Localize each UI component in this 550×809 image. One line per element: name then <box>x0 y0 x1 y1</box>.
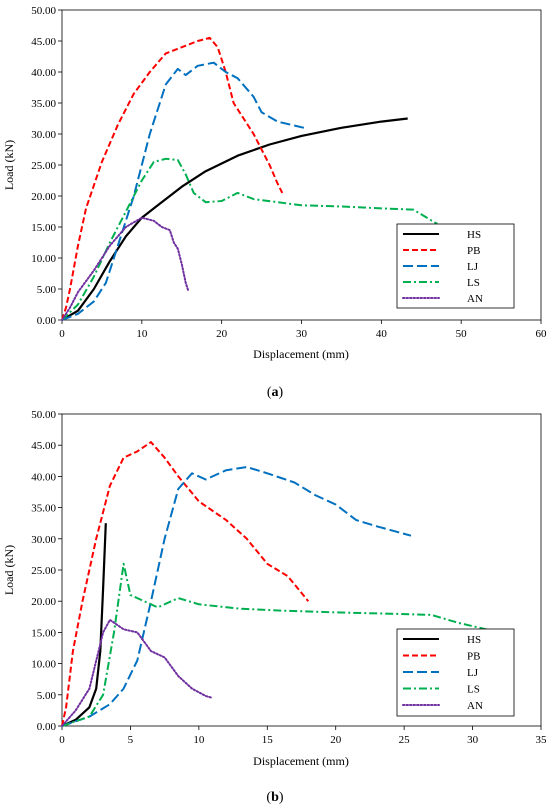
x-tick-label: 30 <box>467 734 479 746</box>
y-tick-label: 40.00 <box>31 471 56 483</box>
legend-label-hs: HS <box>467 229 481 241</box>
series-line-an <box>61 216 190 321</box>
y-tick-label: 25.00 <box>31 565 56 577</box>
x-tick-label: 50 <box>456 328 468 340</box>
y-tick-label: 15.00 <box>31 627 56 639</box>
y-tick-label: 25.00 <box>31 160 56 172</box>
x-tick-label: 0 <box>59 328 65 340</box>
x-tick-label: 40 <box>376 328 388 340</box>
legend-label-pb: PB <box>467 245 480 257</box>
y-tick-label: 5.00 <box>37 284 57 296</box>
y-tick-label: 40.00 <box>31 67 56 79</box>
y-tick-label: 20.00 <box>31 596 56 608</box>
y-tick-label: 45.00 <box>31 440 56 452</box>
y-tick-label: 15.00 <box>31 222 56 234</box>
legend-label-lj: LJ <box>467 667 479 679</box>
x-tick-label: 60 <box>536 328 548 340</box>
y-tick-label: 35.00 <box>31 98 56 110</box>
x-tick-label: 30 <box>296 328 308 340</box>
legend-label-hs: HS <box>467 634 481 646</box>
series-line-lj <box>61 61 305 321</box>
legend-label-lj: LJ <box>467 261 479 273</box>
y-axis-ticks: 0.00 5.00 10.00 15.00 20.00 25.00 30.00 35.00 40… <box>31 409 62 733</box>
y-tick-label: 10.00 <box>31 253 56 265</box>
legend-box <box>396 628 515 717</box>
x-tick-label: 35 <box>536 734 548 746</box>
x-axis-title: Displacement (mm) <box>253 754 349 768</box>
legend-label-pb: PB <box>467 651 480 663</box>
panel-caption-b: (b) <box>266 790 283 805</box>
y-tick-label: 30.00 <box>31 534 56 546</box>
chart-panel-a: 0.00 5.00 10.00 15.00 20.00 25.00 30.00 35.00 40… <box>2 5 547 400</box>
legend-label-ls: LS <box>467 684 480 696</box>
y-tick-label: 0.00 <box>37 315 57 327</box>
x-tick-label: 15 <box>262 734 274 746</box>
series-line-an <box>61 618 214 727</box>
x-axis-title: Displacement (mm) <box>253 347 349 361</box>
legend-label-an: AN <box>467 293 483 305</box>
series-line-hs <box>61 523 107 728</box>
x-tick-label: 10 <box>136 328 148 340</box>
legend-entries: HS PB LJ LS AN <box>402 229 483 305</box>
y-axis-title: Load (kN) <box>2 545 16 595</box>
y-tick-label: 50.00 <box>31 409 56 421</box>
series-line-hs <box>61 117 408 321</box>
legend-box <box>396 223 515 309</box>
y-tick-label: 0.00 <box>37 721 57 733</box>
legend-label-ls: LS <box>467 277 480 289</box>
x-tick-label: 10 <box>193 734 205 746</box>
x-axis-ticks: 0 10 20 30 40 50 60 <box>59 320 547 340</box>
y-axis-ticks: 0.00 5.00 10.00 15.00 20.00 25.00 30.00 35.00 40… <box>31 5 62 327</box>
x-tick-label: 20 <box>330 734 342 746</box>
y-tick-label: 50.00 <box>31 5 56 17</box>
x-tick-label: 5 <box>128 734 134 746</box>
x-tick-label: 25 <box>399 734 411 746</box>
x-axis-ticks: 0 5 10 15 20 25 30 35 <box>59 726 547 746</box>
legend-label-an: AN <box>467 700 483 712</box>
x-tick-label: 20 <box>216 328 228 340</box>
y-tick-label: 5.00 <box>37 690 57 702</box>
y-tick-label: 20.00 <box>31 191 56 203</box>
series-line-pb <box>61 441 310 727</box>
series-line-ls <box>61 157 438 321</box>
chart-panel-b: 0.00 5.00 10.00 15.00 20.00 25.00 30.00 35.00 40… <box>2 409 547 805</box>
y-tick-label: 45.00 <box>31 36 56 48</box>
series-lines <box>61 441 487 728</box>
y-tick-label: 10.00 <box>31 659 56 671</box>
series-line-pb <box>61 36 284 321</box>
legend: HS PB LJ LS AN <box>396 628 515 717</box>
legend: HS PB LJ LS AN <box>396 223 515 309</box>
series-lines <box>61 36 438 321</box>
legend-entries: HS PB LJ LS AN <box>402 634 483 712</box>
y-tick-label: 30.00 <box>31 129 56 141</box>
panel-caption-a: (a) <box>267 385 284 400</box>
y-tick-label: 35.00 <box>31 503 56 515</box>
y-axis-title: Load (kN) <box>2 140 16 190</box>
x-tick-label: 0 <box>59 734 65 746</box>
series-line-lj <box>61 466 412 727</box>
series-line-ls <box>61 562 487 727</box>
